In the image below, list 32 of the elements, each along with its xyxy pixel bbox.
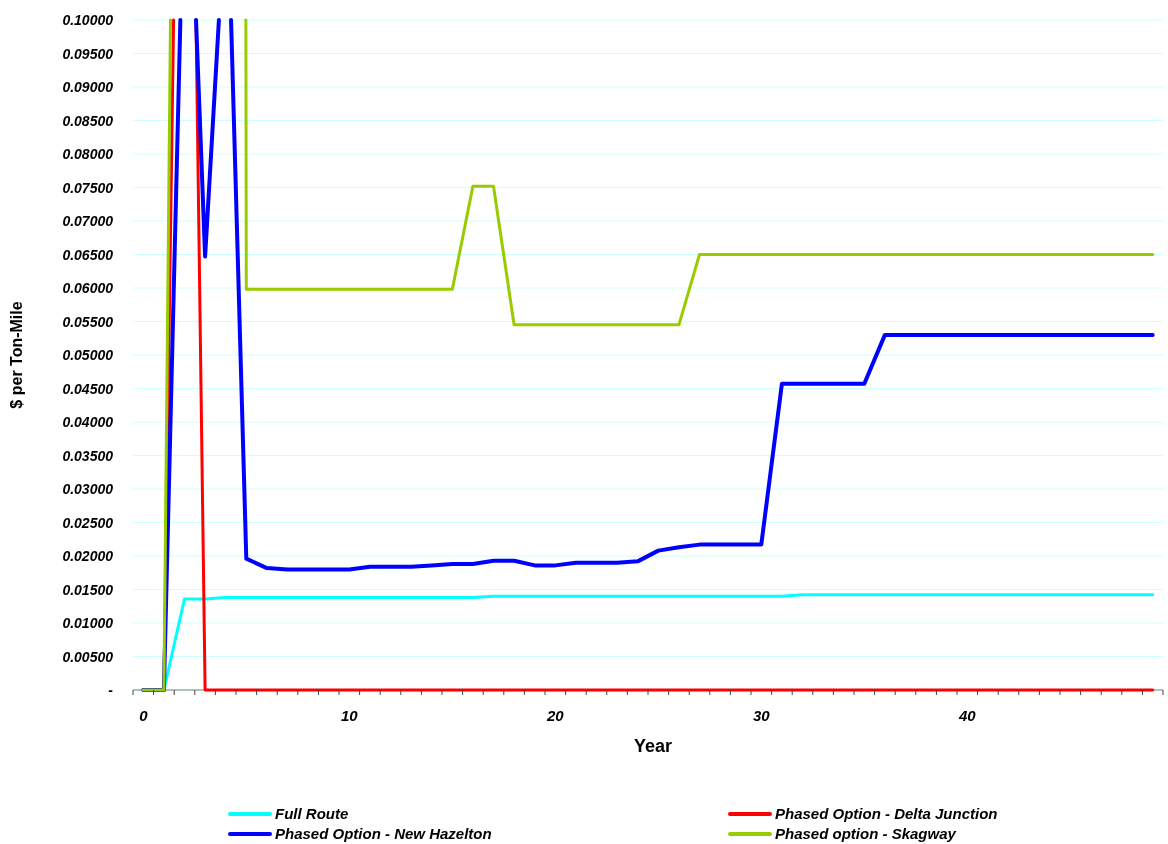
y-tick-label: 0.03000 xyxy=(62,481,114,497)
y-tick-label: 0.04000 xyxy=(62,414,114,430)
y-tick-label: 0.09500 xyxy=(62,45,114,62)
y-tick-label: - xyxy=(108,682,114,698)
x-tick-label: 10 xyxy=(340,707,359,724)
y-tick-label: 0.06000 xyxy=(62,280,114,296)
y-tick-label: 0.05500 xyxy=(62,313,114,330)
y-tick-label: 0.02500 xyxy=(62,514,114,531)
y-tick-label: 0.08000 xyxy=(62,146,114,162)
y-tick-label: 0.09000 xyxy=(62,79,114,95)
legend-label: Full Route xyxy=(275,805,349,822)
y-tick-label: 0.01500 xyxy=(62,581,114,598)
y-tick-label: 0.02000 xyxy=(62,548,114,564)
x-tick-label: 20 xyxy=(545,707,565,724)
y-tick-label: 0.08500 xyxy=(62,112,114,129)
y-tick-label: 0.05000 xyxy=(62,347,114,363)
y-tick-label: 0.10000 xyxy=(62,12,114,28)
y-tick-label: 0.01000 xyxy=(62,615,114,631)
y-tick-label: 0.07000 xyxy=(62,213,114,229)
x-tick-label: 0 xyxy=(139,707,149,724)
legend-label: Phased option - Skagway xyxy=(775,825,957,842)
y-tick-label: 0.04500 xyxy=(62,380,114,397)
x-axis-title: Year xyxy=(633,736,673,756)
y-tick-label: 0.00500 xyxy=(62,648,114,665)
x-tick-label: 40 xyxy=(957,707,977,724)
y-tick-label: 0.06500 xyxy=(62,246,114,263)
y-tick-label: 0.07500 xyxy=(62,179,114,196)
legend-label: Phased Option - New Hazelton xyxy=(275,825,492,842)
y-axis-title: $ per Ton-Mile xyxy=(8,301,25,409)
y-tick-label: 0.03500 xyxy=(62,447,114,464)
legend-label: Phased Option - Delta Junction xyxy=(775,805,998,822)
x-tick-label: 30 xyxy=(752,707,771,724)
